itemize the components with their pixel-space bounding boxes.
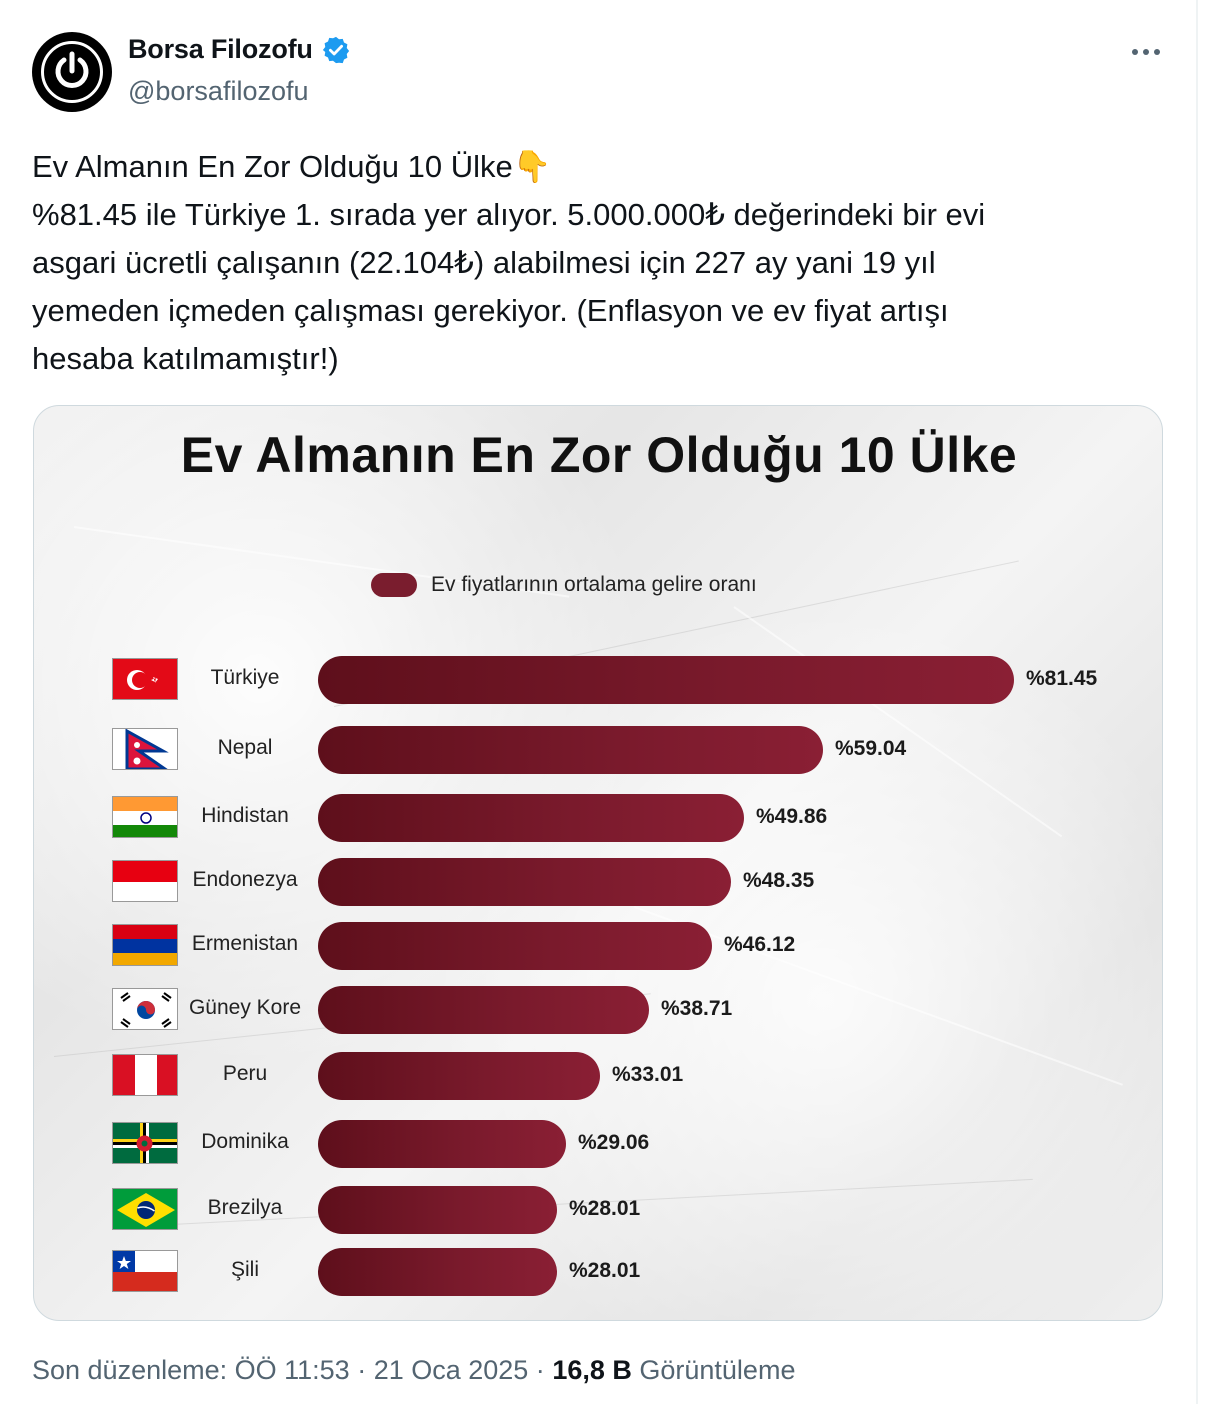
bar <box>318 986 649 1034</box>
author-display-name[interactable]: Borsa Filozofu <box>128 34 313 64</box>
bar <box>318 922 712 970</box>
views-count: 16,8 B <box>552 1355 632 1385</box>
edited-timestamp[interactable]: Son düzenleme: ÖÖ 11:53 · 21 Oca 2025 · <box>32 1355 553 1385</box>
bar-value-label: %48.35 <box>743 869 815 892</box>
chart-row: Şili %28.01 <box>34 1248 1162 1296</box>
views-label: Görüntüleme <box>631 1355 796 1385</box>
armenia-flag <box>112 924 178 966</box>
chart-row: Hindistan %49.86 <box>34 794 1162 842</box>
bar <box>318 1186 557 1234</box>
dominica-flag <box>112 1122 178 1164</box>
chart-row: Nepal %59.04 <box>34 726 1162 774</box>
bar-category-label: Dominika <box>201 1130 289 1153</box>
brazil-flag <box>112 1188 178 1230</box>
chart-row: Endonezya %48.35 <box>34 858 1162 906</box>
bar-category-label: Hindistan <box>201 804 289 827</box>
chart-row: Ermenistan %46.12 <box>34 922 1162 970</box>
tweet-line: Ev Almanın En Zor Olduğu 10 Ülke👇 <box>32 149 552 185</box>
tweet-text: Ev Almanın En Zor Olduğu 10 Ülke👇 %81.45… <box>32 143 1132 383</box>
bar-category-label: Şili <box>230 1258 259 1281</box>
bar <box>318 1120 566 1168</box>
verified-badge-icon <box>322 36 349 63</box>
author-name-row[interactable]: Borsa Filozofu <box>128 34 351 65</box>
bar-category-label: Brezilya <box>207 1196 283 1219</box>
bar <box>318 1248 557 1296</box>
bar-value-label: %33.01 <box>612 1063 684 1086</box>
chart-row: Güney Kore %38.71 <box>34 986 1162 1034</box>
bar-value-label: %59.04 <box>835 737 907 760</box>
south-korea-flag <box>112 988 178 1030</box>
bar-value-label: %81.45 <box>1026 667 1098 690</box>
bar-category-label: Güney Kore <box>188 996 302 1019</box>
tweet-media-image[interactable]: Ev Almanın En Zor Olduğu 10 Ülke Ev fiya… <box>33 405 1163 1321</box>
author-handle[interactable]: @borsafilozofu <box>128 76 309 106</box>
power-icon <box>55 51 89 88</box>
more-options-icon[interactable] <box>1126 40 1166 64</box>
bar-category-label: Türkiye <box>210 666 280 689</box>
legend-swatch <box>371 573 417 597</box>
bar <box>318 858 731 906</box>
bar-value-label: %46.12 <box>724 933 796 956</box>
chart-title: Ev Almanın En Zor Olduğu 10 Ülke <box>180 427 1018 483</box>
chile-flag <box>112 1250 178 1292</box>
bar-category-label: Endonezya <box>192 868 298 891</box>
legend-label: Ev fiyatlarının ortalama gelire oranı <box>431 573 757 596</box>
avatar-ring <box>41 41 103 103</box>
tweet-line: asgari ücretli çalışanın (22.104₺) alabi… <box>32 245 936 280</box>
chart-row: Dominika %29.06 <box>34 1120 1162 1168</box>
indonesia-flag <box>112 860 178 902</box>
tweet-line: yemeden içmeden çalışması gerekiyor. (En… <box>32 293 949 328</box>
bar-value-label: %49.86 <box>756 805 828 828</box>
chart-row: Peru %33.01 <box>34 1052 1162 1100</box>
bar-value-label: %28.01 <box>569 1197 641 1220</box>
tweet-meta: Son düzenleme: ÖÖ 11:53 · 21 Oca 2025 · … <box>32 1355 795 1386</box>
bar-value-label: %28.01 <box>569 1259 641 1282</box>
tweet-line: hesaba katılmamıştır!) <box>32 341 339 376</box>
chart-row: Brezilya %28.01 <box>34 1186 1162 1234</box>
bar <box>318 1052 600 1100</box>
chart-legend: Ev fiyatlarının ortalama gelire oranı <box>371 573 757 597</box>
chart-row: Türkiye %81.45 <box>34 656 1162 704</box>
nepal-flag <box>112 728 178 770</box>
column-divider <box>1196 0 1198 1404</box>
bar <box>318 726 823 774</box>
bar-value-label: %38.71 <box>661 997 733 1020</box>
avatar[interactable] <box>32 32 112 112</box>
bar-category-label: Ermenistan <box>191 932 299 955</box>
bar <box>318 794 744 842</box>
turkey-flag <box>112 658 178 700</box>
bar-value-label: %29.06 <box>578 1131 650 1154</box>
peru-flag <box>112 1054 178 1096</box>
india-flag <box>112 796 178 838</box>
bar-category-label: Peru <box>222 1062 268 1085</box>
pointing-down-emoji: 👇 <box>512 149 552 185</box>
bar-category-label: Nepal <box>217 736 273 759</box>
bar <box>318 656 1014 704</box>
tweet-line: %81.45 ile Türkiye 1. sırada yer alıyor.… <box>32 197 986 232</box>
